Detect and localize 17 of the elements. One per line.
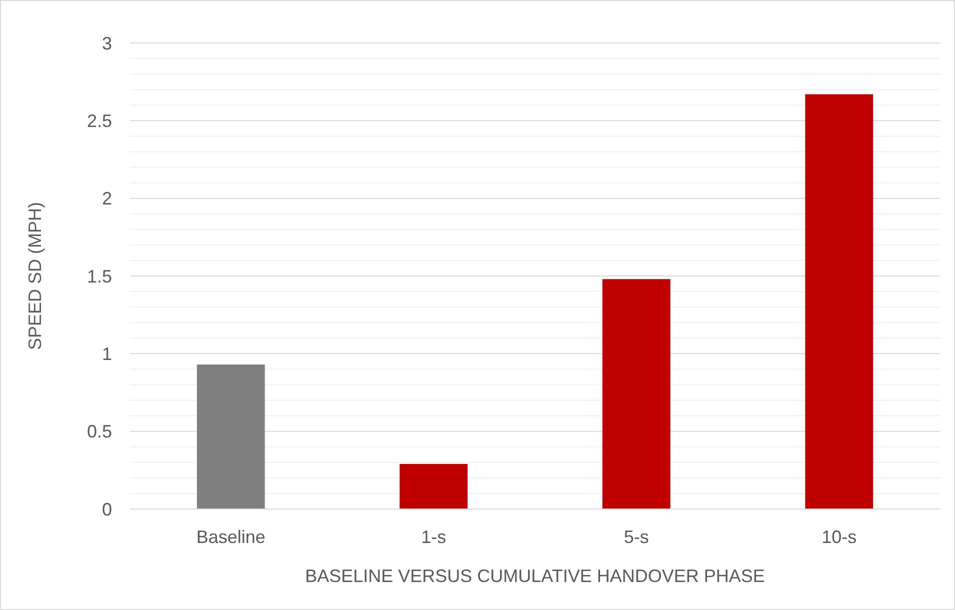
bar — [602, 279, 670, 509]
x-tick-label: 10-s — [822, 527, 857, 547]
x-axis-title: BASELINE VERSUS CUMULATIVE HANDOVER PHASE — [305, 566, 765, 586]
y-tick-label: 1.5 — [86, 266, 112, 286]
y-tick-label: 2 — [102, 188, 112, 209]
bar — [400, 464, 468, 509]
x-tick-label: 1-s — [421, 527, 446, 547]
bar — [196, 364, 265, 509]
y-tick-label: 0 — [102, 499, 112, 520]
y-tick-label: 1 — [102, 344, 112, 364]
y-axis-title: SPEED SD (MPH) — [25, 202, 45, 350]
x-tick-label: Baseline — [196, 527, 266, 547]
y-tick-label: 0.5 — [86, 422, 112, 442]
bar — [805, 94, 874, 509]
y-tick-label: 2.5 — [86, 110, 112, 131]
x-tick-label: 5-s — [624, 527, 649, 547]
y-tick-label: 3 — [102, 33, 112, 54]
